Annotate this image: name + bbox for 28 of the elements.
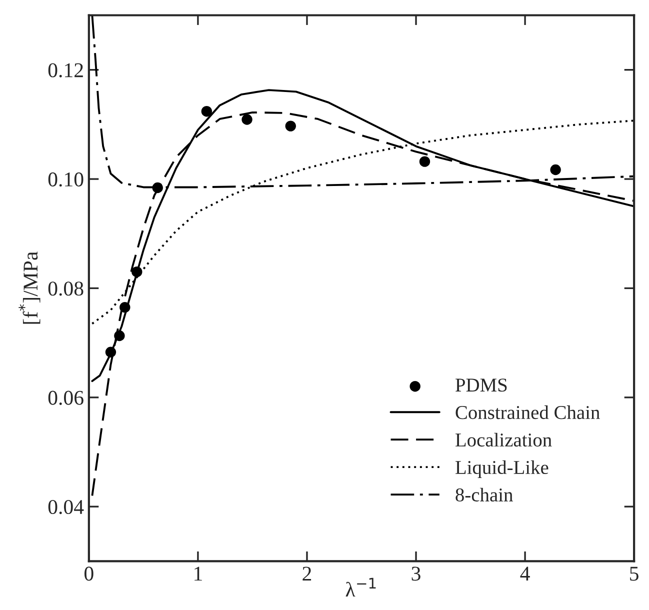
- legend-label: 8-chain: [456, 488, 513, 502]
- x-tick-label: 3: [412, 566, 420, 581]
- legend-label: PDMS: [456, 378, 507, 392]
- legend-label: Constrained Chain: [456, 405, 600, 420]
- point: [132, 266, 142, 278]
- point: [285, 120, 296, 132]
- point: [105, 346, 116, 358]
- x-tick-label: 2: [302, 566, 312, 581]
- point: [120, 302, 130, 313]
- point: [152, 182, 163, 194]
- x-tick-label: 0: [84, 566, 94, 581]
- y-tick-label: 0.12: [48, 63, 83, 78]
- y-tick-label: 0.08: [48, 282, 84, 296]
- point: [114, 330, 125, 342]
- point: [550, 164, 561, 176]
- point: [419, 156, 430, 167]
- x-tick-label: 5: [630, 566, 638, 581]
- x-tick-label: 4: [520, 566, 530, 581]
- point: [242, 114, 252, 125]
- legend-label: Localization: [456, 432, 552, 447]
- y-axis-title: [f$^{*}$]/MPa: [18, 252, 40, 324]
- point: [201, 106, 212, 117]
- legend-label: Liquid-Like: [456, 460, 548, 478]
- y-tick-label: 0.04: [48, 500, 84, 514]
- x-tick-label: 1: [194, 566, 202, 581]
- x-axis-title: λ$^{−1}$: [346, 578, 376, 596]
- y-tick-label: 0.06: [48, 390, 84, 405]
- y-tick-label: 0.10: [48, 172, 84, 187]
